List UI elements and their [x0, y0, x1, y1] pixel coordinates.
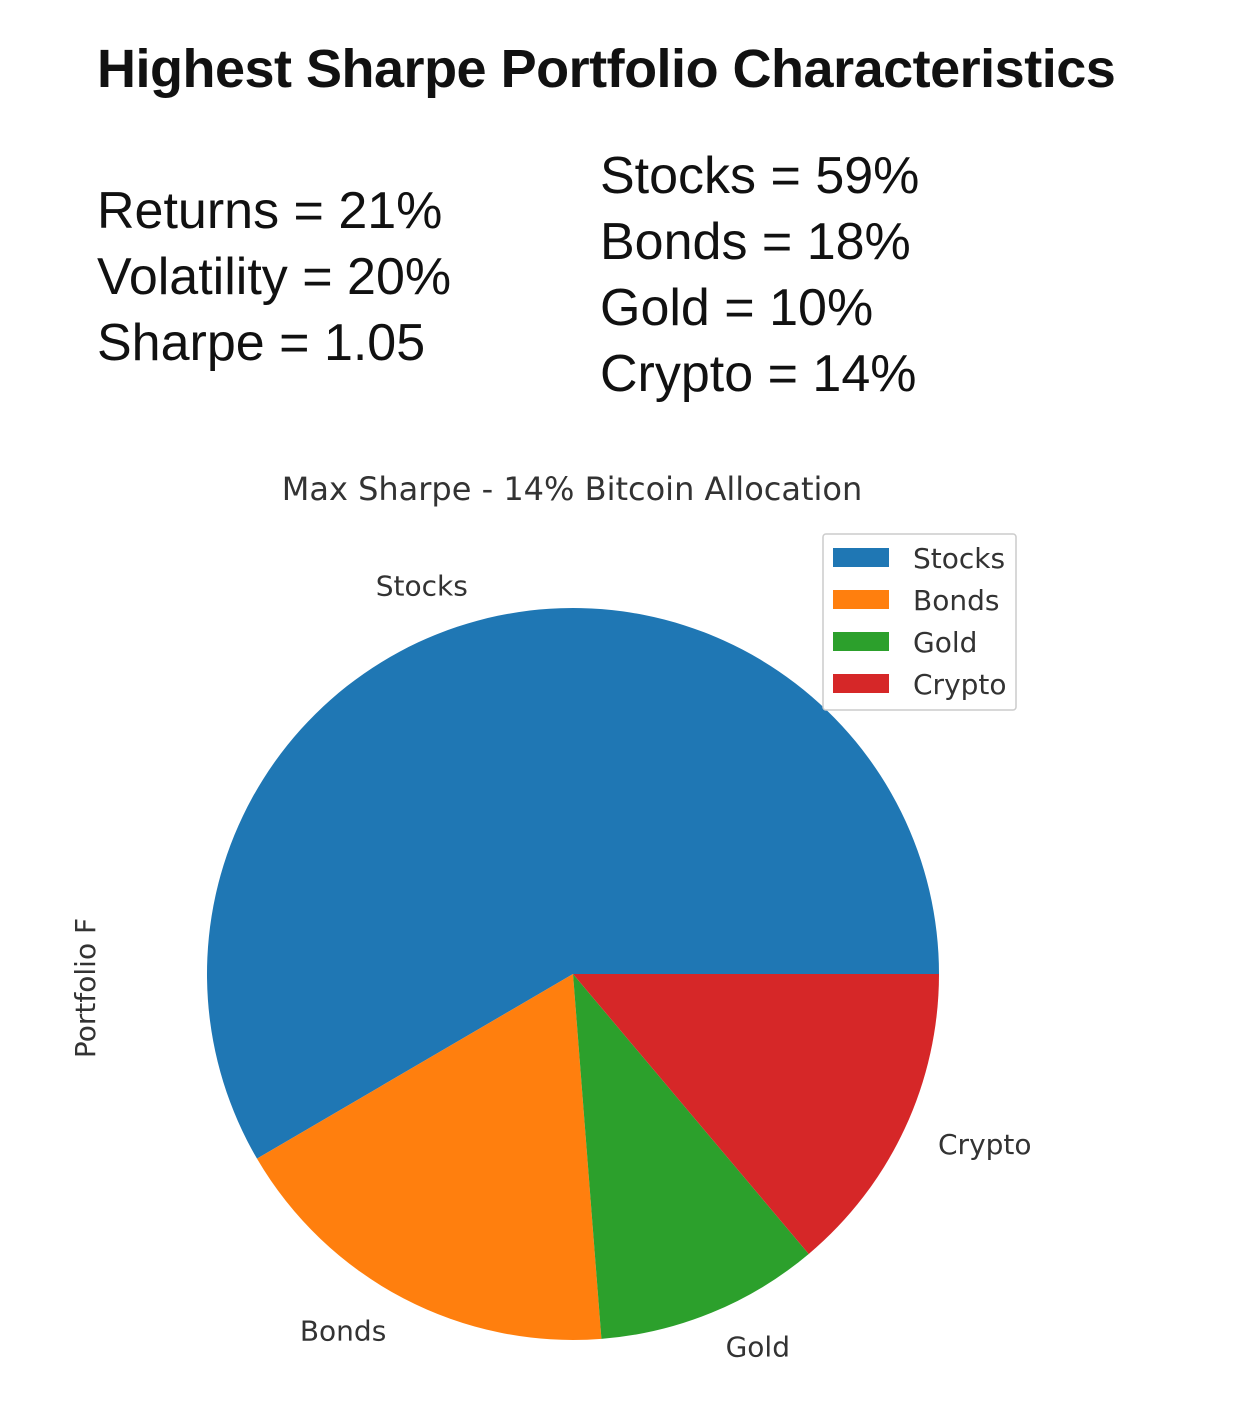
- bonds-allocation: Bonds = 18%: [600, 213, 911, 271]
- pie-slice-bonds: [256, 974, 602, 1340]
- returns-stat: Returns = 21%: [97, 182, 443, 240]
- slice-label-stocks: Stocks: [376, 569, 468, 602]
- volatility-stat: Volatility = 20%: [97, 248, 452, 306]
- slice-label-gold: Gold: [726, 1331, 790, 1364]
- pie-slice-crypto: [573, 974, 939, 1254]
- allocation-block: Stocks = 59% Bonds = 18% Gold = 10% Cryp…: [600, 143, 919, 407]
- pie-slice-gold: [573, 974, 809, 1339]
- stocks-allocation: Stocks = 59%: [600, 147, 920, 205]
- legend-swatch-gold: [833, 632, 889, 651]
- page-title: Highest Sharpe Portfolio Characteristics: [97, 39, 1116, 99]
- pie-slice-stocks: [206, 607, 940, 1159]
- metrics-block: Returns = 21% Volatility = 20% Sharpe = …: [97, 178, 451, 376]
- legend-label-crypto: Crypto: [913, 668, 1007, 701]
- slice-label-bonds: Bonds: [300, 1315, 386, 1348]
- legend-label-gold: Gold: [913, 626, 977, 659]
- legend-swatch-stocks: [833, 548, 889, 567]
- crypto-allocation: Crypto = 14%: [600, 345, 917, 403]
- y-axis-label: Portfolio F: [69, 918, 102, 1058]
- pie-labels: Stocks Bonds Gold Crypto: [300, 569, 1032, 1363]
- legend-frame: [822, 533, 1017, 711]
- slice-label-crypto: Crypto: [938, 1128, 1032, 1161]
- gold-allocation: Gold = 10%: [600, 279, 874, 337]
- legend-label-stocks: Stocks: [913, 542, 1005, 575]
- legend-swatch-bonds: [833, 590, 889, 609]
- legend-swatch-crypto: [833, 674, 889, 693]
- legend-label-bonds: Bonds: [913, 584, 999, 617]
- chart-legend: Stocks Bonds Gold Crypto: [822, 533, 1017, 711]
- pie-chart: Max Sharpe - 14% Bitcoin Allocation Port…: [69, 470, 1032, 1364]
- pie-slices: [206, 607, 940, 1340]
- sharpe-stat: Sharpe = 1.05: [97, 314, 426, 372]
- chart-title: Max Sharpe - 14% Bitcoin Allocation: [282, 470, 863, 508]
